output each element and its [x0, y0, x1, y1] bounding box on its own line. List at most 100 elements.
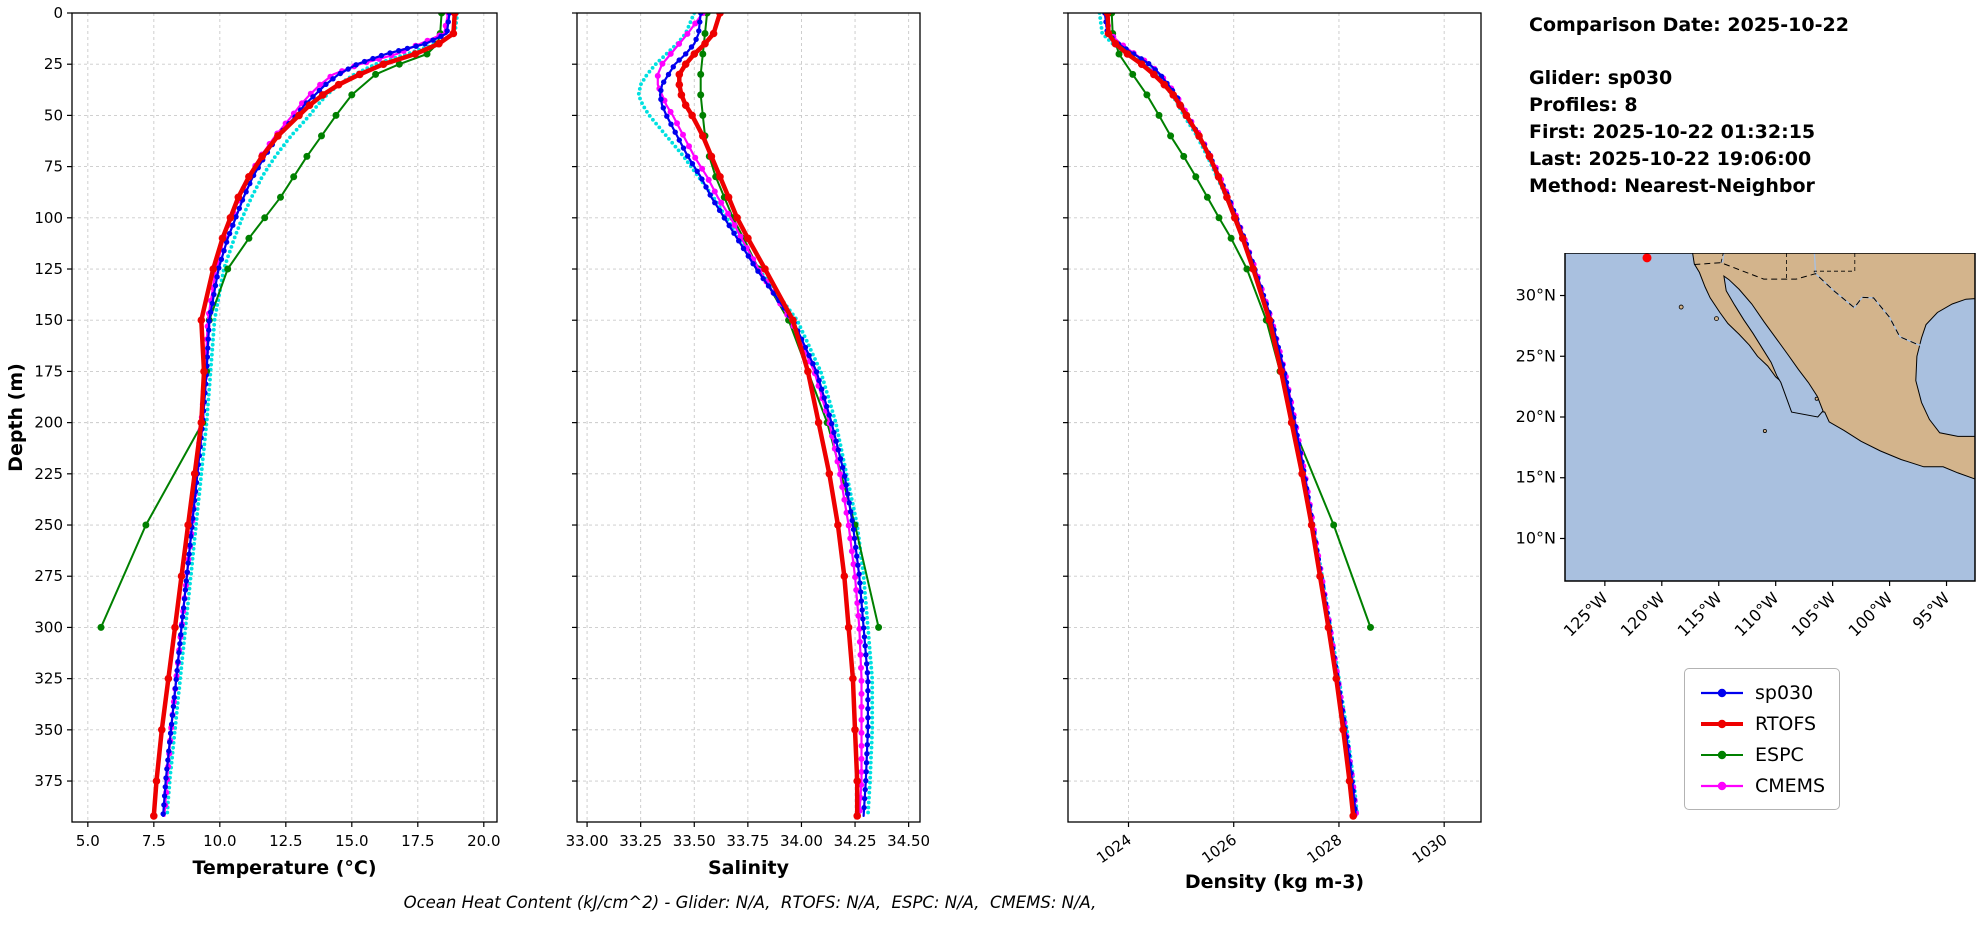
y-tick-label: 150	[34, 311, 63, 329]
series-sp030	[658, 13, 871, 817]
legend-sample-sp030	[1701, 688, 1743, 697]
island	[1814, 396, 1819, 401]
ohc-footer-note: Ocean Heat Content (kJ/cm^2) - Glider: N…	[403, 893, 1097, 912]
density-panel: 1024 1026 1028 1030 Density (kg m-3)	[1063, 12, 1482, 893]
x-tick-label: 1030	[1409, 831, 1451, 868]
comparison-info: Comparison Date: 2025-10-22 Glider: sp03…	[1529, 12, 1849, 200]
x-tick-label: 5.0	[76, 832, 100, 850]
state-border	[1720, 253, 1724, 263]
x-tick-label: 34.25	[834, 832, 877, 850]
series-glider-profiles	[636, 13, 875, 815]
series-layer	[97, 13, 460, 820]
gulf-of-california	[1723, 275, 1824, 418]
series-layer	[636, 13, 883, 820]
y-tick-label: 325	[34, 670, 63, 688]
glider-location-marker	[1642, 253, 1652, 263]
x-tick-label: 12.5	[269, 832, 302, 850]
legend-sample-ESPC	[1701, 750, 1743, 759]
gulf-of-mexico	[1915, 298, 1975, 437]
series-RTOFS	[675, 13, 861, 820]
y-tick-label: 100	[34, 209, 63, 227]
series-RTOFS	[150, 13, 459, 820]
y-tick-label: 200	[34, 414, 63, 432]
y-tick-label: 50	[44, 106, 63, 124]
legend-item-sp030: sp030	[1699, 677, 1825, 708]
location-map: 30°N 25°N 20°N 15°N 10°N 125°W 120°W 115°W 110°W…	[1516, 253, 1976, 640]
info-last: Last: 2025-10-22 19:06:00	[1529, 148, 1812, 170]
x-axis-title: Salinity	[708, 857, 790, 879]
y-tick-label: 175	[34, 362, 63, 380]
y-tick-label: 75	[44, 158, 63, 176]
x-tick-label: 1028	[1304, 831, 1346, 868]
y-tick-label: 300	[34, 618, 63, 636]
series-RTOFS	[1103, 13, 1357, 820]
profile-charts: 5.0 7.5 10.0 12.5 15.0 17.5 20.0 0 25 50 75 100 125 1…	[5, 4, 1482, 893]
x-tick-label: 34.50	[887, 832, 930, 850]
y-tick-label: 375	[34, 772, 63, 790]
y-tick-label: 225	[34, 465, 63, 483]
x-tick-label: 34.00	[780, 832, 823, 850]
legend-label-RTOFS: RTOFS	[1755, 712, 1817, 735]
river	[1720, 253, 1725, 264]
x-tick-label: 33.25	[619, 832, 662, 850]
state-border	[1813, 253, 1856, 274]
map-lon-label: 120°W	[1617, 588, 1669, 640]
map-lon-label: 115°W	[1674, 588, 1726, 640]
map-lon-label: 100°W	[1845, 588, 1897, 640]
series-CMEMS	[654, 13, 865, 817]
map-lon-label: 105°W	[1788, 588, 1840, 640]
info-profiles: Profiles: 8	[1529, 94, 1638, 116]
series-CMEMS	[1102, 13, 1359, 817]
series-sp030	[160, 13, 453, 817]
x-tick-label: 17.5	[401, 832, 434, 850]
x-axis-title: Density (kg m-3)	[1185, 871, 1364, 893]
y-tick-label: 25	[44, 55, 63, 73]
y-tick-label: 0	[53, 4, 63, 22]
x-tick-label: 20.0	[467, 832, 500, 850]
legend-item-ESPC: ESPC	[1699, 739, 1825, 770]
y-axis-title: Depth (m)	[5, 363, 27, 472]
legend-sample-CMEMS	[1701, 781, 1743, 790]
legend-item-RTOFS: RTOFS	[1699, 708, 1825, 739]
y-tick-label: 250	[34, 516, 63, 534]
x-tick-label: 7.5	[142, 832, 166, 850]
x-tick-label: 33.50	[673, 832, 716, 850]
map-lon-label: 95°W	[1909, 588, 1954, 633]
x-tick-label: 10.0	[203, 832, 236, 850]
info-glider: Glider: sp030	[1529, 67, 1673, 89]
series-layer	[1097, 13, 1374, 820]
legend: sp030 RTOFS ESPC CMEMS	[1684, 668, 1841, 810]
map-lat-label: 15°N	[1516, 468, 1556, 487]
legend-label-ESPC: ESPC	[1755, 743, 1804, 766]
series-CMEMS	[162, 13, 452, 817]
info-comparison-date: Comparison Date: 2025-10-22	[1529, 14, 1849, 36]
legend-label-CMEMS: CMEMS	[1755, 774, 1826, 797]
x-axis-title: Temperature (°C)	[192, 857, 376, 879]
y-tick-label: 350	[34, 721, 63, 739]
x-tick-label: 1026	[1198, 831, 1240, 868]
series-glider-profiles	[1097, 13, 1359, 813]
y-tick-label: 125	[34, 260, 63, 278]
x-tick-label: 33.75	[726, 832, 769, 850]
x-tick-label: 33.00	[566, 832, 609, 850]
us-mexico-border	[1694, 262, 1919, 346]
series-glider-profiles	[165, 13, 460, 815]
legend-sample-RTOFS	[1701, 719, 1743, 728]
info-first: First: 2025-10-22 01:32:15	[1529, 121, 1816, 143]
map-lon-label: 125°W	[1560, 588, 1612, 640]
x-tick-label: 1024	[1093, 831, 1135, 868]
legend-label-sp030: sp030	[1755, 681, 1814, 704]
map-lat-label: 30°N	[1516, 286, 1556, 305]
map-lat-label: 25°N	[1516, 346, 1556, 365]
series-sp030	[1102, 13, 1358, 817]
temperature-panel: 5.0 7.5 10.0 12.5 15.0 17.5 20.0 0 25 50 75 100 125 1…	[34, 4, 500, 879]
info-method: Method: Nearest-Neighbor	[1529, 175, 1815, 197]
map-lat-label: 10°N	[1516, 528, 1556, 547]
island	[1762, 428, 1767, 433]
map-lat-label: 20°N	[1516, 407, 1556, 426]
map-lon-label: 110°W	[1731, 588, 1783, 640]
island	[1714, 316, 1719, 321]
y-tick-label: 275	[34, 567, 63, 585]
salinity-panel: 33.00 33.25 33.50 33.75 34.00 34.25 34.50 Salin…	[566, 12, 930, 879]
